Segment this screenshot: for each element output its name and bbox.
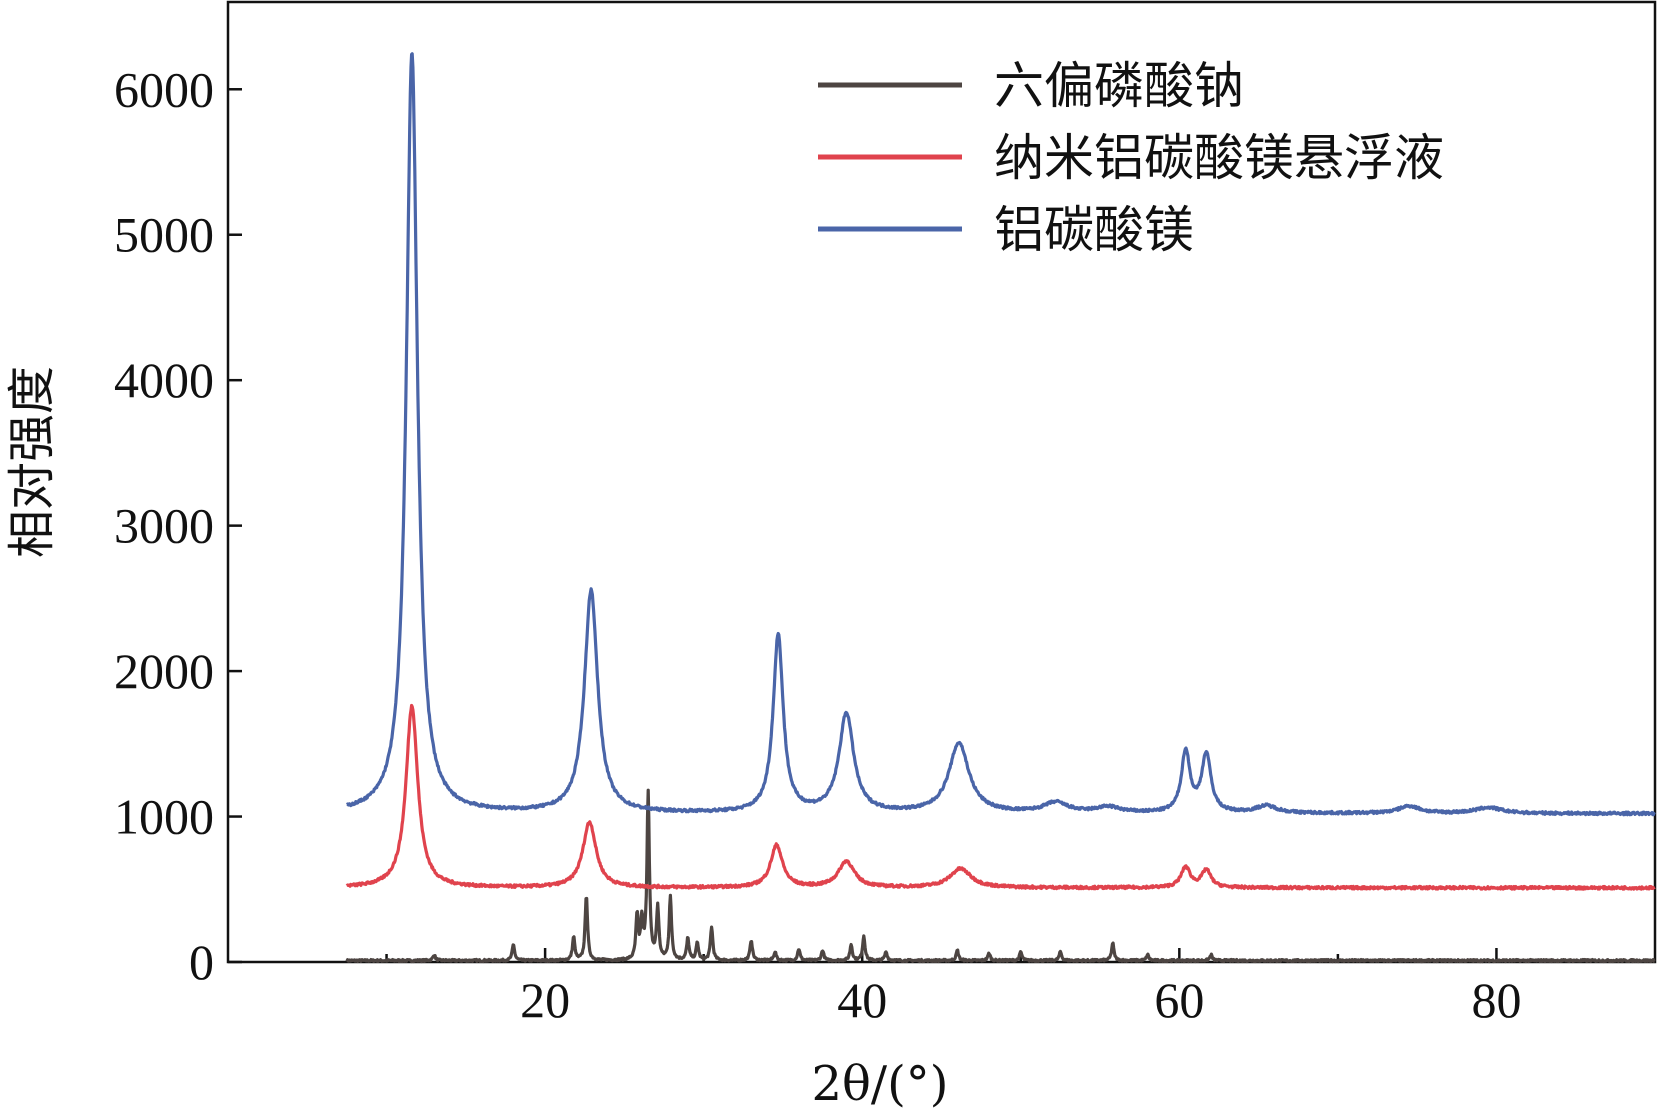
series-line <box>345 52 1656 817</box>
legend-label: 六偏磷酸钠 <box>994 57 1244 115</box>
y-tick-label: 6000 <box>114 61 214 117</box>
series-lines <box>345 52 1656 964</box>
legend-label: 铝碳酸镁 <box>994 201 1194 259</box>
x-axis-title: 2θ/(°) <box>811 1056 948 1112</box>
x-tick-label: 60 <box>1154 972 1204 1028</box>
x-tick-label: 80 <box>1471 972 1521 1028</box>
x-axis-ticks: 20 40 60 80 <box>385 948 1521 1028</box>
y-tick-label: 1000 <box>114 789 214 845</box>
y-tick-label: 3000 <box>114 498 214 554</box>
series-line <box>345 788 1656 964</box>
y-axis-title: 相对强度 <box>4 366 60 558</box>
y-tick-label: 4000 <box>114 352 214 408</box>
x-tick-label: 20 <box>520 972 570 1028</box>
y-tick-label: 0 <box>189 934 214 990</box>
series-line <box>345 703 1656 891</box>
y-tick-label: 2000 <box>114 643 214 699</box>
legend-label: 纳米铝碳酸镁悬浮液 <box>994 129 1444 187</box>
y-axis-ticks: 0 1000 2000 3000 4000 5000 6000 <box>114 61 242 990</box>
x-tick-label: 40 <box>837 972 887 1028</box>
y-tick-label: 5000 <box>114 207 214 263</box>
